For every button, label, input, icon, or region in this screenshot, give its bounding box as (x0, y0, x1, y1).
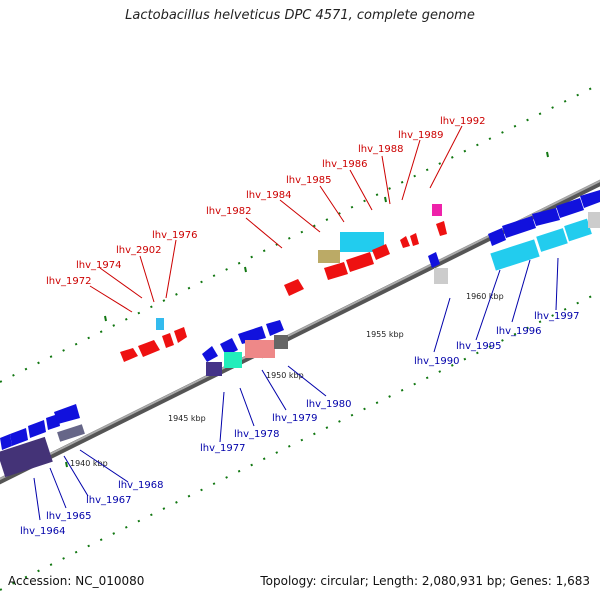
gene-block (318, 250, 340, 263)
gene-arrow (284, 279, 304, 296)
gene-block (564, 218, 592, 242)
gene-block (57, 424, 85, 442)
gene-block (224, 352, 242, 368)
gene-arrow (266, 320, 284, 336)
gene-label: lhv_1967 (86, 495, 131, 506)
gene-label: lhv_1997 (534, 311, 579, 322)
gene-label: lhv_1984 (246, 190, 291, 201)
scale-labels: 1940 kbp 1945 kbp 1950 kbp 1955 kbp 1960… (70, 292, 504, 468)
gene-block (206, 362, 222, 376)
gene-arrow (488, 228, 506, 246)
gene-label: lhv_1978 (234, 429, 279, 440)
scale-label: 1955 kbp (366, 330, 404, 339)
gene-label: lhv_1985 (286, 175, 331, 186)
gene-label: lhv_1996 (496, 326, 541, 337)
gene-arrow (428, 252, 440, 268)
scale-label: 1940 kbp (70, 459, 108, 468)
gene-label: lhv_1964 (20, 526, 65, 537)
gene-arrow (346, 252, 374, 272)
gene-label: lhv_1990 (414, 356, 459, 367)
gene-arrow (556, 198, 584, 218)
gene-label: lhv_1976 (152, 230, 197, 241)
gene-arrow (580, 190, 600, 208)
gene-arrow (162, 333, 174, 348)
gene-arrow (202, 346, 218, 362)
gene-block (0, 436, 53, 478)
gene-arrow (28, 420, 46, 438)
gene-block (434, 268, 448, 284)
gene-arrow (10, 428, 28, 446)
gene-arrow (220, 338, 238, 356)
forward-genes (120, 204, 447, 362)
gene-arrow (120, 348, 138, 362)
gene-label: lhv_1977 (200, 443, 245, 454)
gene-label: lhv_2902 (116, 245, 161, 256)
gene-block (536, 228, 568, 252)
scale-label: 1945 kbp (168, 414, 206, 423)
gene-label: lhv_1965 (46, 511, 91, 522)
gene-block (588, 212, 600, 228)
gene-block (490, 239, 540, 271)
gene-arrow (0, 434, 12, 450)
reverse-genes (0, 190, 600, 478)
gene-label: lhv_1972 (46, 276, 91, 287)
gene-label: lhv_1986 (322, 159, 367, 170)
gene-label: lhv_1992 (440, 116, 485, 127)
genome-title: Lactobacillus helveticus DPC 4571, compl… (125, 8, 475, 23)
gene-arrow (138, 340, 160, 357)
gene-label: lhv_1974 (76, 260, 121, 271)
accession-label: Accession: NC_010080 (8, 574, 145, 588)
gene-arrow (410, 233, 419, 246)
gene-arrow (324, 262, 348, 280)
gene-label: lhv_1968 (118, 480, 163, 491)
gene-label: lhv_1980 (306, 399, 351, 410)
gene-arrow (54, 404, 80, 424)
scale-label: 1960 kbp (466, 292, 504, 301)
genome-summary: Topology: circular; Length: 2,080,931 bp… (260, 574, 590, 588)
gene-arrow (502, 216, 536, 238)
gene-label: lhv_1989 (398, 130, 443, 141)
gene-block (432, 204, 442, 216)
gene-arrow (400, 236, 410, 248)
gene-label: lhv_1982 (206, 206, 251, 217)
top-gene-labels: lhv_1972 lhv_1974 lhv_2902 lhv_1976 lhv_… (46, 116, 485, 287)
gene-block (340, 232, 384, 252)
leader-lines-top (89, 125, 463, 313)
gene-label: lhv_1988 (358, 144, 403, 155)
gene-arrow (436, 221, 447, 236)
gene-label: lhv_1979 (272, 413, 317, 424)
gene-block (245, 340, 275, 358)
gene-arrow (238, 326, 266, 344)
gene-block (156, 318, 164, 330)
leader-lines-bottom (33, 257, 559, 521)
gene-arrow (174, 327, 187, 343)
gene-arrow (532, 208, 560, 226)
scale-label: 1950 kbp (266, 371, 304, 380)
gene-block (274, 335, 288, 349)
gene-arrow (372, 244, 390, 260)
gene-label: lhv_1995 (456, 341, 501, 352)
bottom-gene-labels: lhv_1964 lhv_1965 lhv_1967 lhv_1968 lhv_… (20, 311, 579, 537)
